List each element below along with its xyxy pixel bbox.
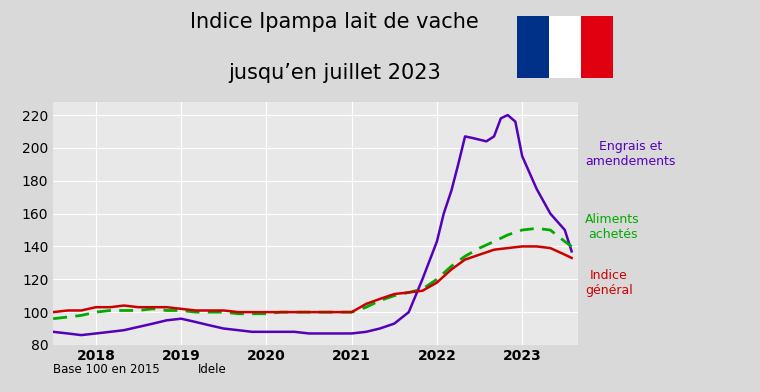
Text: Aliments
achetés: Aliments achetés <box>585 213 640 241</box>
Text: Engrais et
amendements: Engrais et amendements <box>585 140 676 169</box>
Text: Base 100 en 2015: Base 100 en 2015 <box>53 363 160 376</box>
Text: jusqu’en juillet 2023: jusqu’en juillet 2023 <box>228 63 441 83</box>
Text: Indice Ipampa lait de vache: Indice Ipampa lait de vache <box>190 12 479 32</box>
Text: Idele: Idele <box>198 363 226 376</box>
Text: Indice
général: Indice général <box>585 269 633 297</box>
